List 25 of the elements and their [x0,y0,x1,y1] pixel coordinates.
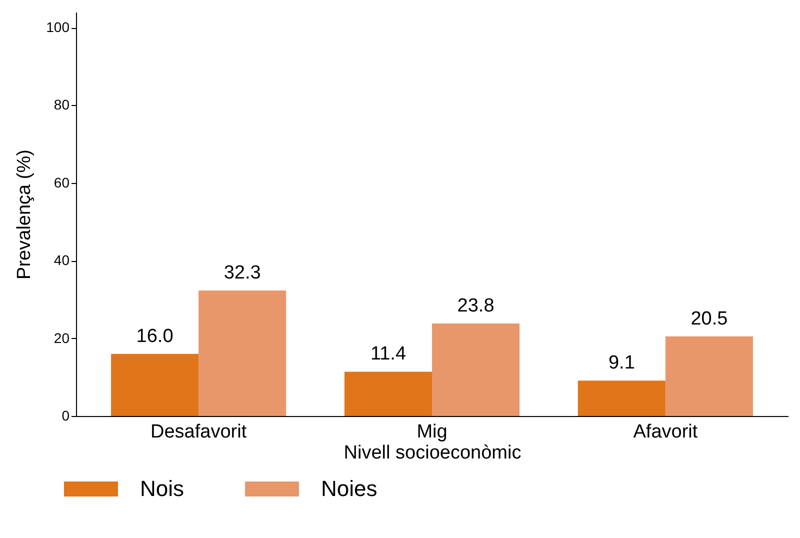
legend-label: Nois [140,476,184,501]
y-axis-title: Prevalença (%) [14,150,36,280]
y-tick-label: 60 [54,174,70,190]
bar [344,372,432,416]
y-tick-label: 0 [62,408,70,424]
data-label: 32.3 [224,262,261,284]
data-label: 20.5 [690,308,728,330]
bar [665,336,753,416]
y-tick-label: 40 [54,252,70,268]
y-tick-label: 100 [46,19,70,36]
bar [432,324,520,416]
bar [111,354,199,416]
data-label: 16.0 [136,326,174,347]
y-tick-label: 20 [54,330,70,346]
data-label: 9.1 [608,352,635,374]
data-label: 23.8 [457,296,494,317]
x-tick-label: Afavorit [633,422,698,442]
x-tick-label: Mig [416,422,448,442]
bar [578,380,666,416]
x-tick-label: Desafavorit [150,422,248,442]
bar [198,290,286,416]
data-label: 11.4 [370,344,406,365]
y-tick-label: 80 [54,96,70,113]
legend-label: Noies [321,476,378,501]
x-axis-title: Nivell socioeconòmic [344,442,522,464]
